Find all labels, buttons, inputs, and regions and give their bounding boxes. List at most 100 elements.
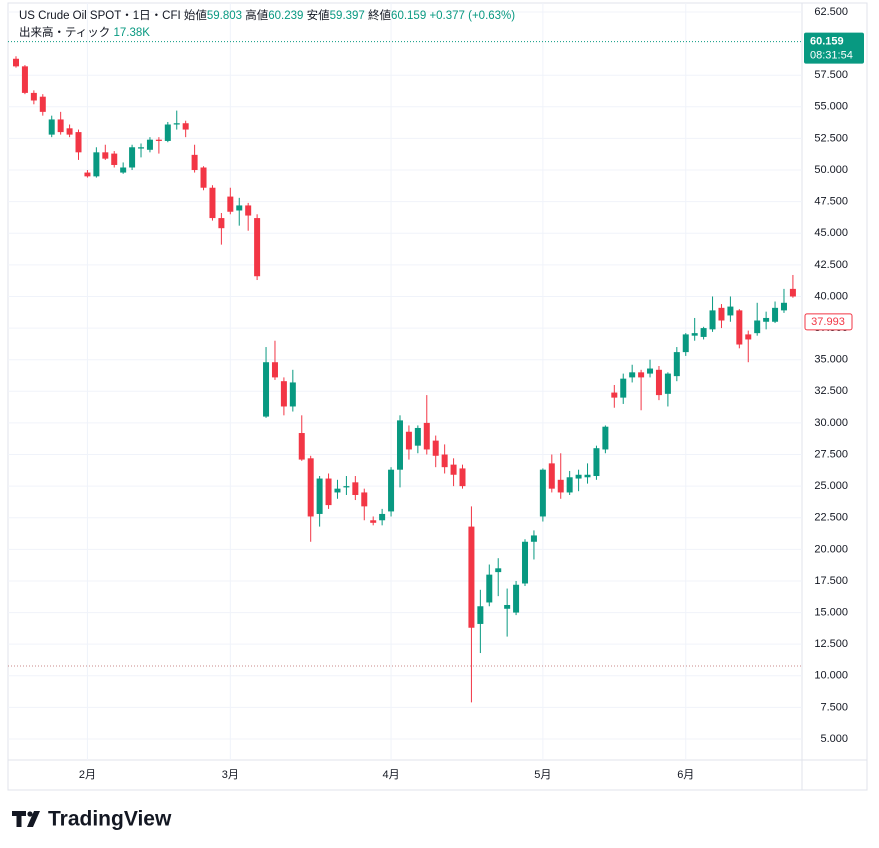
candle-body (370, 520, 377, 523)
y-tick-label: 32.500 (814, 385, 848, 397)
candle-body (664, 373, 671, 394)
x-tick-label: 3月 (222, 769, 239, 781)
candle-body (789, 288, 796, 297)
candle-body (495, 568, 502, 573)
candle-body (209, 187, 216, 219)
change-value: +0.377 (+0.63%) (429, 10, 516, 22)
candle-body (379, 513, 386, 521)
candle-body (263, 362, 270, 417)
candle-body (459, 468, 466, 487)
brand: TradingView (48, 808, 172, 831)
y-tick-label: 30.000 (814, 417, 848, 429)
marker-price-label: 37.993 (811, 316, 845, 328)
candle-body (236, 205, 243, 211)
candle-body (548, 463, 555, 489)
y-tick-label: 47.500 (814, 196, 848, 208)
candle-body (388, 469, 395, 512)
candle-body (227, 196, 234, 212)
candle-body (66, 128, 73, 135)
last-price-box (804, 32, 864, 64)
high-label: 高値 (245, 10, 269, 22)
candle-body (772, 307, 779, 322)
candle-body (164, 124, 171, 141)
candle-body (182, 123, 189, 130)
candle-body (486, 574, 493, 603)
candle-body (584, 474, 591, 478)
volume-label: 出来高・ティック (19, 27, 111, 39)
y-tick-label: 50.000 (814, 164, 848, 176)
y-tick-label: 15.000 (814, 606, 848, 618)
low-label: 安値 (306, 10, 330, 22)
candle-body (200, 167, 207, 188)
candle-body (146, 139, 153, 150)
candle-body (691, 333, 698, 336)
candle-body (718, 307, 725, 321)
candle-body (575, 474, 582, 479)
candle-body (611, 392, 618, 398)
candle-body (21, 66, 28, 93)
candle-body (557, 479, 564, 493)
candle-body (39, 96, 46, 112)
marker-price-box (804, 313, 853, 331)
candle-body (316, 478, 323, 514)
candle-body (522, 541, 529, 584)
candle-body (102, 152, 109, 159)
candle-body (414, 427, 421, 446)
volume-row: 出来高・ティック 17.38K (19, 25, 515, 42)
header: US Crude Oil SPOT・1日・CFI 始値59.803 高値60.2… (19, 8, 515, 42)
candle-body (325, 478, 332, 506)
candle-body (13, 58, 19, 67)
last-price-label: 60.159 (810, 35, 844, 47)
y-tick-label: 35.000 (814, 354, 848, 366)
candle-body (218, 218, 225, 229)
y-tick-label: 45.000 (814, 227, 848, 239)
y-tick-label: 5.000 (820, 733, 848, 745)
grid (8, 3, 802, 760)
high-value: 60.239 (268, 10, 304, 22)
candle-body (709, 310, 716, 330)
candle-body (682, 334, 689, 353)
candle-body (647, 368, 654, 374)
candle-body (191, 154, 198, 171)
candle-body (513, 584, 520, 613)
candle-body (432, 440, 439, 456)
candle-body (334, 488, 341, 493)
candle-body (638, 372, 645, 378)
candle-body (602, 426, 609, 450)
y-tick-label: 22.500 (814, 512, 848, 524)
candle-body (84, 172, 91, 177)
y-tick-label: 7.500 (820, 701, 848, 713)
y-tick-label: 25.000 (814, 480, 848, 492)
candle-body (155, 139, 162, 141)
candle-body (57, 119, 64, 133)
candle-body (129, 147, 136, 168)
candle-body (48, 119, 55, 135)
candle-body (343, 486, 350, 488)
candles (13, 56, 796, 703)
chart-frame (7, 2, 868, 791)
y-tick-label: 12.500 (814, 638, 848, 650)
candle-body (566, 477, 573, 493)
candle-body (280, 381, 287, 407)
candle-body (361, 492, 368, 507)
x-tick-label: 2月 (79, 769, 96, 781)
candle-body (468, 526, 475, 628)
candle-body (477, 606, 484, 624)
y-tick-label: 55.000 (814, 101, 848, 113)
candle-body (700, 328, 707, 337)
candle-body (396, 420, 403, 470)
candle-body (298, 433, 305, 460)
y-tick-label: 40.000 (814, 290, 848, 302)
low-value: 59.397 (329, 10, 365, 22)
candle-body (93, 152, 100, 177)
close-value: 60.159 (391, 10, 427, 22)
candle-body (736, 310, 743, 345)
candle-body (530, 535, 537, 542)
open-value: 59.803 (206, 10, 243, 22)
y-tick-label: 62.500 (814, 6, 848, 18)
last-price-time: 08:31:54 (810, 49, 853, 61)
candle-body (352, 482, 359, 495)
candle-body (450, 464, 457, 475)
candle-body (289, 382, 296, 407)
